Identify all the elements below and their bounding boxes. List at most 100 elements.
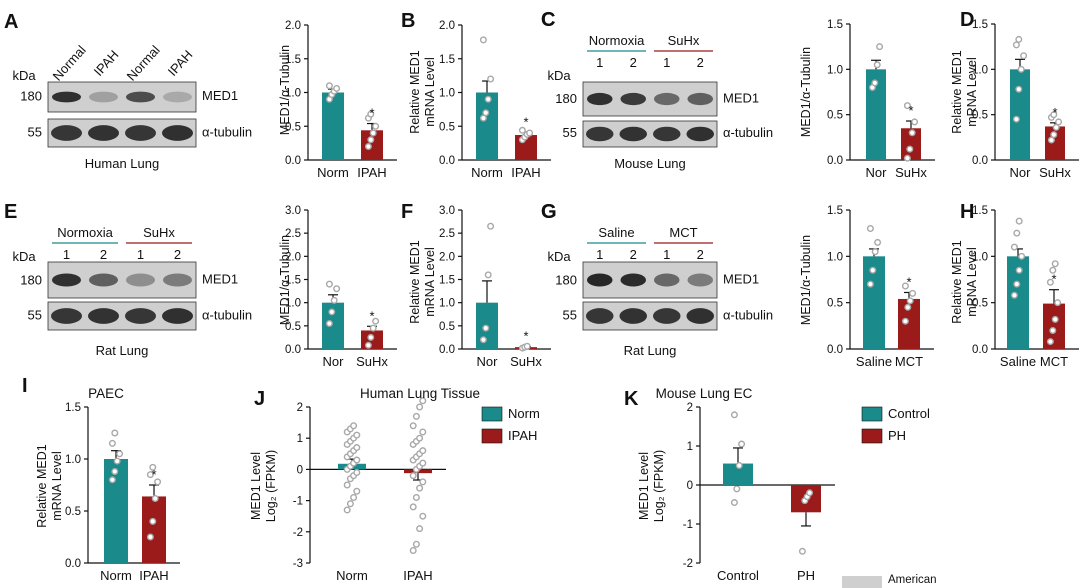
data-point	[412, 412, 420, 420]
logo-mark	[842, 576, 882, 588]
data-point	[903, 102, 911, 110]
data-point	[325, 280, 333, 288]
data-point	[909, 289, 917, 297]
logo-text: American	[888, 574, 937, 586]
blot-lane-number: 2	[100, 247, 107, 262]
data-point	[1046, 338, 1054, 346]
chart-panel-g: 0.0 0.5 1.0 1.5 MED1/α-Tubulin Saline MCT *	[799, 205, 934, 369]
x-tick-label: Norm	[317, 165, 349, 180]
med1-band	[687, 273, 713, 287]
legend-label: Norm	[508, 406, 540, 421]
y-tick-label: 0	[687, 480, 693, 492]
y-axis-label-line: mRNA Level	[965, 57, 979, 126]
data-point	[116, 450, 124, 458]
panel-label-d: D	[960, 9, 974, 31]
y-tick-label: 1	[297, 433, 303, 445]
data-point	[149, 517, 157, 525]
chart-panel-i: 0.0 0.5 1.0 1.5 Relative MED1mRNA Level Norm I…	[35, 402, 180, 583]
x-tick-label: SuHx	[356, 354, 388, 369]
y-tick-label: 0.5	[65, 506, 81, 518]
y-tick-label: 0.5	[827, 298, 843, 310]
blot-caption: Rat Lung	[96, 343, 149, 358]
data-point	[1017, 65, 1025, 73]
data-point	[876, 43, 884, 51]
data-point	[484, 95, 492, 103]
data-point	[526, 129, 534, 137]
blot-lane-label: Normal	[50, 42, 89, 83]
data-point	[108, 476, 116, 484]
data-point	[1055, 118, 1063, 126]
legend-swatch	[861, 428, 883, 444]
data-point	[1020, 52, 1028, 60]
bar-ipah	[142, 496, 166, 563]
y-axis-label-line: MED1/α-Tubulin	[278, 45, 292, 135]
data-point	[869, 266, 877, 274]
data-point	[1046, 278, 1054, 286]
x-tick-label: Nor	[866, 165, 888, 180]
data-point	[1013, 229, 1021, 237]
y-tick-label: 0.0	[972, 155, 988, 167]
y-tick-label: 0.0	[439, 155, 455, 167]
med1-band	[52, 273, 81, 287]
western-blot-e: Normoxia SuHx 1 2 1 2 kDa 180 55 MED1 α-tubulin Rat…	[12, 225, 252, 358]
data-point	[1015, 266, 1023, 274]
data-point	[367, 333, 375, 341]
blot-lane-number: 1	[137, 247, 144, 262]
data-point	[333, 285, 341, 293]
mw-marker-180: 180	[555, 272, 577, 287]
data-point	[350, 422, 358, 430]
blot-lane-number: 2	[697, 55, 704, 70]
y-tick-label: 0.0	[65, 558, 81, 570]
x-tick-label: SuHx	[510, 354, 542, 369]
data-point	[328, 308, 336, 316]
y-axis-label-line: Relative MED1	[408, 240, 422, 323]
chart-title-i: PAEC	[88, 386, 124, 401]
y-tick-label: 0.5	[972, 110, 988, 122]
data-point	[482, 324, 490, 332]
tubulin-band	[586, 308, 614, 324]
data-point	[1015, 85, 1023, 93]
x-tick-label: MCT	[1040, 354, 1068, 369]
chart-title: Human Lung Tissue	[360, 386, 480, 401]
y-tick-label: -2	[683, 558, 693, 570]
data-point	[908, 129, 916, 137]
y-tick-label: 0.0	[439, 344, 455, 356]
data-point	[113, 457, 121, 465]
panel-label-h: H	[960, 201, 974, 223]
data-point	[353, 469, 361, 477]
data-point	[1051, 315, 1059, 323]
med1-band	[687, 92, 713, 106]
significance-star: *	[523, 114, 528, 129]
y-axis-label-line: mRNA Level	[965, 247, 979, 316]
chart-panel-j: -3 -2 -1 0 1 2 MED1 LevelLog₂ (FPKM) Norm IPAH Hu…	[249, 386, 540, 583]
x-tick-label: IPAH	[403, 568, 432, 583]
med1-band	[587, 92, 613, 106]
tubulin-band	[125, 125, 156, 141]
panel-label-i: I	[22, 375, 28, 397]
tubulin-band	[619, 126, 647, 142]
data-point	[412, 493, 420, 501]
publisher-logo: American	[842, 574, 937, 588]
blot-caption: Mouse Lung	[614, 156, 686, 171]
y-axis-label-line: MED1 Level	[637, 452, 651, 520]
data-point	[871, 79, 879, 87]
y-tick-label: 0	[297, 464, 303, 476]
data-point	[419, 447, 427, 455]
data-point	[479, 36, 487, 44]
bar-norm	[322, 92, 344, 160]
panel-label-b: B	[401, 10, 415, 32]
x-tick-label: Norm	[100, 568, 132, 583]
blot-lane-number: 1	[663, 247, 670, 262]
x-tick-label: SuHx	[895, 165, 927, 180]
data-point	[416, 525, 424, 533]
data-point	[903, 154, 911, 162]
mw-marker-180: 180	[20, 272, 42, 287]
y-tick-label: 3.0	[439, 205, 455, 217]
y-axis-label: MED1/α-Tubulin	[799, 47, 813, 137]
data-point	[367, 110, 375, 118]
data-point	[419, 459, 427, 467]
med1-band	[620, 92, 646, 106]
data-point	[343, 481, 351, 489]
data-point	[1054, 299, 1062, 307]
